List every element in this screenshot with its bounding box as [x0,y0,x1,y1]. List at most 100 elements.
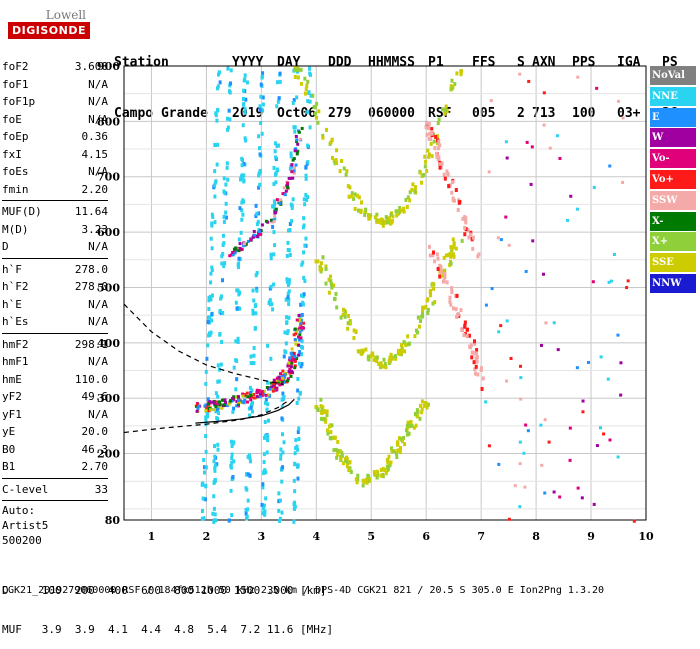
header-value-1: 2019 [232,106,264,121]
f2-echo-point [218,403,222,407]
nne-echo-point [245,487,249,492]
sse-echo-point [391,214,395,219]
nne-echo-point [306,110,310,115]
f2-second-hop-point [240,247,244,251]
scatter-echo-point [569,194,573,198]
sse-echo-point [296,68,300,73]
nne-echo-point [235,377,239,382]
nne-echo-point [274,170,278,175]
ssw-echo-point [447,184,451,189]
y-tick-label: 400 [97,337,120,350]
header-value-9: 100 [572,106,596,121]
f2-echo-point [294,342,298,346]
ssw-echo-point [451,198,455,203]
sse-echo-point [403,349,407,354]
param-value: N/A [88,355,108,368]
nne-echo-point [220,254,224,259]
nne-echo-point [282,440,286,445]
nne-echo-point [249,354,253,359]
sse-echo-point [404,343,408,348]
sse-echo-point [425,401,429,406]
nne-echo-point [277,96,281,101]
scatter-echo-point [580,496,584,500]
sse-echo-point [408,198,412,203]
nne-echo-point [289,202,293,207]
param-label: yF2 [2,390,22,403]
sse-echo-point [421,305,425,310]
sse-echo-point [381,364,385,369]
legend-item-noval: NoVal [650,66,696,85]
f2-echo-point [217,400,221,404]
ssw-echo-point [435,155,439,160]
f2-second-hop-point [231,253,235,257]
f2-echo-point [215,402,219,406]
sse-echo-point [376,219,380,224]
sse-echo-point [352,336,356,341]
f2-second-hop-point [238,246,242,250]
scatter-echo-point [489,99,493,103]
nne-echo-point [292,478,296,483]
sse-echo-point [387,358,391,363]
f2-echo-point [196,406,200,410]
scatter-echo-point [539,343,543,347]
ssw-echo-point [480,386,484,391]
sse-echo-point [387,361,391,366]
scatter-echo-point [523,485,527,489]
scatter-echo-point [519,364,523,368]
sse-echo-point [392,449,396,454]
f2-echo-point [300,328,304,332]
nne-echo-point [243,106,247,111]
ssw-echo-point [461,216,465,221]
nne-echo-point [282,394,286,399]
y-tick-label: 800 [97,115,120,128]
sse-echo-point [426,297,430,302]
nne-echo-point [280,479,284,484]
sse-echo-point [443,111,447,116]
nne-echo-point [266,380,270,385]
model-trace-upper [123,303,284,385]
nne-echo-point [254,203,258,208]
nne-echo-point [218,308,222,313]
nne-echo-point [219,362,223,367]
sse-echo-point [402,206,406,211]
nne-echo-point [203,497,207,502]
nne-echo-point [284,297,288,302]
nne-echo-point [222,219,226,224]
x-tick-label: 10 [638,530,654,543]
sse-echo-point [395,455,399,460]
f2-echo-point [260,389,264,393]
nne-echo-point [251,288,255,293]
nne-echo-point [251,308,255,313]
sse-echo-point [367,213,371,218]
nne-echo-point [250,388,254,393]
f2-echo-point [286,377,290,381]
ssw-echo-point [472,360,476,365]
f2-second-hop-point [249,238,253,242]
nne-echo-point [225,116,229,121]
ssw-echo-point [443,176,447,181]
scatter-echo-point [522,451,526,455]
nne-echo-point [208,315,212,320]
scatter-echo-point [531,239,535,243]
sse-echo-point [328,424,332,429]
ssw-echo-point [442,172,446,177]
sse-echo-point [315,101,319,106]
f2-echo-point [289,351,293,355]
f2-echo-point [206,402,210,406]
nne-echo-point [278,498,282,503]
f2-echo-point [296,335,300,339]
sse-echo-point [394,451,398,456]
sse-echo-point [296,75,300,80]
f2-echo-point [292,358,296,362]
scatter-echo-point [595,444,599,448]
scatter-echo-point [581,410,585,414]
sse-echo-point [306,79,310,84]
nne-echo-point [216,417,220,422]
ssw-echo-point [451,306,455,311]
sse-echo-point [326,431,330,436]
ssw-echo-point [443,274,447,279]
legend: NoVal NNE E W Vo- Vo+ SSW X- X+ SSE NNW [650,66,696,295]
sse-echo-point [355,193,359,198]
nne-echo-point [299,364,303,369]
f2-second-hop-point [294,163,298,167]
